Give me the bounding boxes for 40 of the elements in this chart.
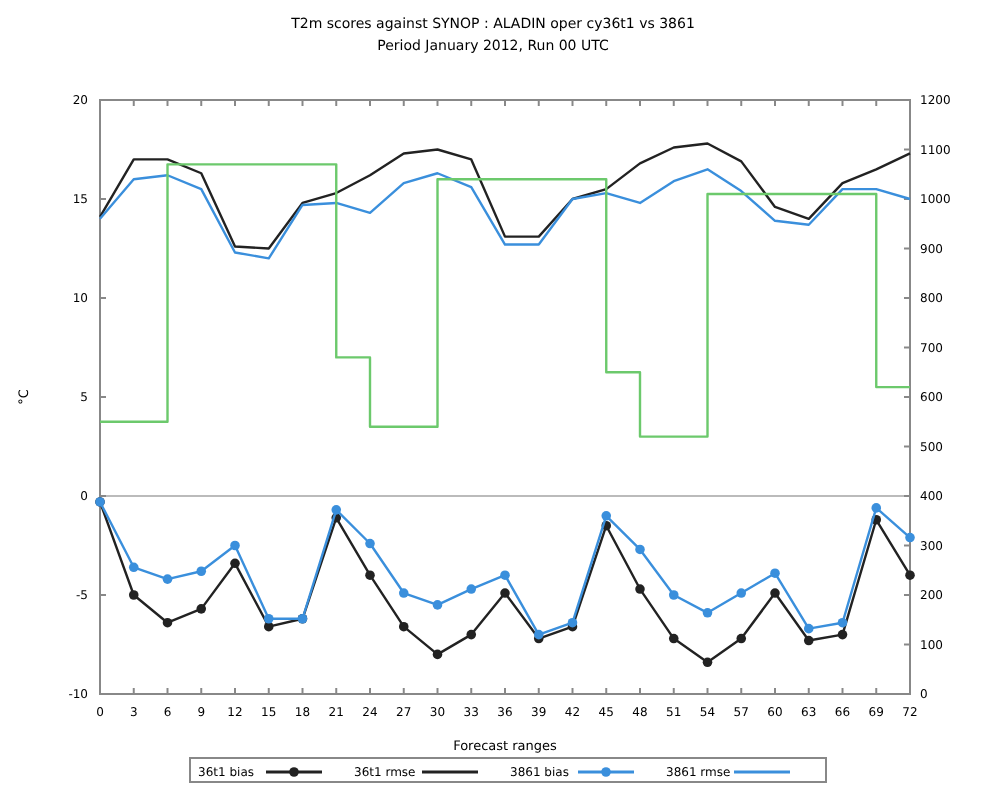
point	[702, 657, 713, 668]
point	[331, 505, 342, 515]
point	[432, 600, 443, 610]
point	[770, 588, 780, 598]
point	[263, 613, 274, 624]
point	[365, 570, 375, 580]
point	[500, 588, 510, 598]
point	[668, 590, 679, 600]
point	[837, 629, 848, 640]
point	[702, 608, 713, 618]
point	[398, 588, 409, 598]
point	[905, 570, 915, 580]
point	[128, 590, 139, 600]
point	[635, 584, 645, 594]
point	[398, 621, 409, 632]
point	[162, 617, 173, 628]
point	[230, 558, 240, 569]
point	[668, 633, 679, 644]
point	[230, 540, 240, 551]
point	[466, 584, 477, 594]
point	[871, 503, 882, 513]
point	[365, 538, 375, 549]
line-series	[98, 168, 912, 260]
point	[196, 604, 207, 614]
point	[803, 623, 814, 634]
point	[601, 511, 612, 521]
point	[905, 532, 915, 543]
point	[432, 649, 443, 660]
point	[500, 570, 510, 580]
point	[635, 544, 645, 555]
point	[196, 566, 207, 577]
point	[466, 629, 477, 640]
point	[837, 617, 848, 628]
point	[736, 633, 747, 644]
line-series	[98, 142, 912, 250]
point	[770, 568, 780, 578]
point	[128, 562, 139, 573]
point	[162, 574, 173, 584]
point	[803, 635, 814, 646]
point	[736, 588, 747, 598]
